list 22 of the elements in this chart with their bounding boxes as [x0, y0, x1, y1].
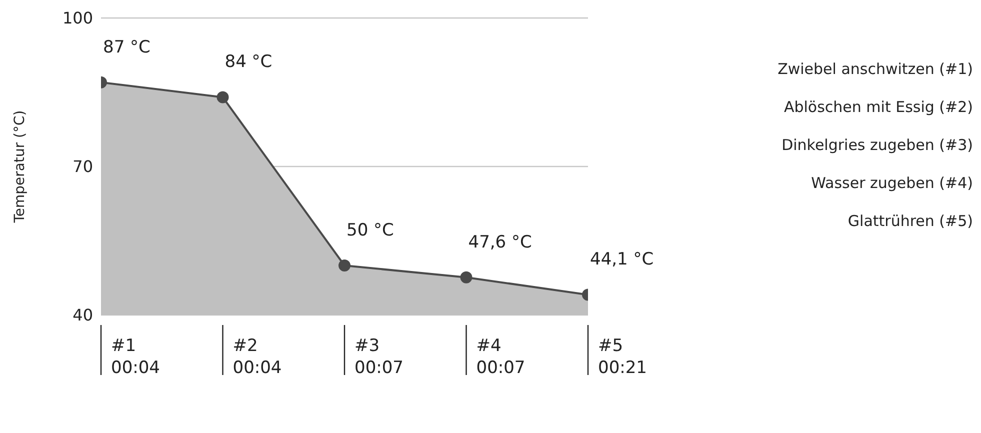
data-label: 44,1 °C — [590, 250, 654, 270]
x-tick-label: #3 00:07 — [354, 336, 404, 378]
y-tick-label: 70 — [72, 157, 93, 176]
data-label: 87 °C — [103, 37, 150, 58]
x-tick-label: #2 00:04 — [232, 336, 282, 378]
text: Ablöschen mit Essig (#2) — [784, 98, 973, 116]
data-label: 84 °C — [224, 52, 272, 72]
x-tick-label: #4 00:07 — [476, 336, 526, 378]
data-label: 47,6 °C — [468, 232, 532, 252]
text: Zwiebel anschwitzen (#1) — [778, 60, 973, 78]
point — [216, 91, 229, 104]
data-label: 50 °C — [346, 220, 394, 240]
x-tick-label: #1 00:04 — [111, 336, 160, 378]
text: Glattrühren (#5) — [848, 212, 973, 230]
y-axis-title: Temperatur (°C) — [12, 110, 28, 224]
text: Wasser zugeben (#4) — [811, 174, 973, 192]
text: Dinkelgries zugeben (#3) — [782, 136, 973, 154]
x-tick-label: #5 00:21 — [598, 336, 647, 378]
y-tick-label: 40 — [72, 306, 93, 325]
y-tick-label: 100 — [62, 8, 93, 28]
point — [338, 260, 350, 272]
point — [460, 271, 472, 284]
